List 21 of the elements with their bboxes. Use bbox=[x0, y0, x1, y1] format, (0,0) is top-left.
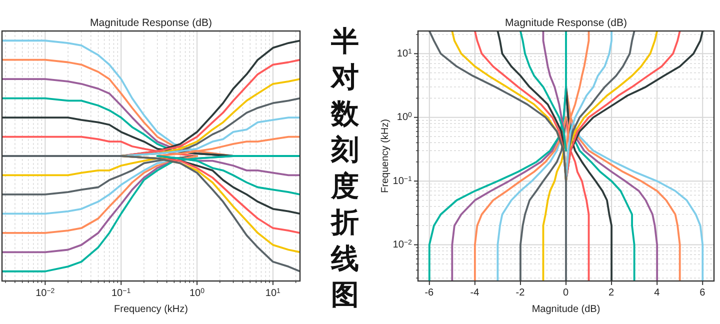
x-tick-label: 10$^{0}$ bbox=[189, 287, 205, 299]
x-tick-label: -6 bbox=[424, 288, 434, 298]
x-tick-label: -2 bbox=[516, 288, 526, 298]
chart-title: Magnitude Response (dB) bbox=[90, 17, 212, 29]
x-tick-label: 2 bbox=[608, 288, 615, 298]
x-tick-label: 10$^{1}$ bbox=[265, 287, 281, 299]
x-tick-label: 10$^{−1}$ bbox=[112, 287, 131, 299]
x-axis-title: Frequency (kHz) bbox=[114, 304, 188, 315]
y-tick-label: 10$^{0}$ bbox=[396, 112, 412, 124]
x-axis-title: Magnitude (dB) bbox=[532, 304, 600, 315]
y-axis-title: Frequency (kHz) bbox=[380, 119, 391, 193]
y-tick-label: 10$^{−1}$ bbox=[392, 175, 412, 187]
x-tick-label: 0 bbox=[563, 288, 569, 298]
chart-title: Magnitude Response (dB) bbox=[505, 17, 627, 29]
x-tick-label: 10$^{−2}$ bbox=[36, 287, 55, 299]
y-tick-label: 10$^{−2}$ bbox=[392, 239, 412, 251]
y-tick-label: 10$^{1}$ bbox=[396, 48, 412, 60]
text: 半对数刻度折线图 bbox=[330, 24, 360, 311]
x-tick-label: 6 bbox=[700, 288, 706, 298]
x-tick-label: 4 bbox=[654, 288, 660, 298]
x-tick-label: -4 bbox=[470, 288, 480, 298]
